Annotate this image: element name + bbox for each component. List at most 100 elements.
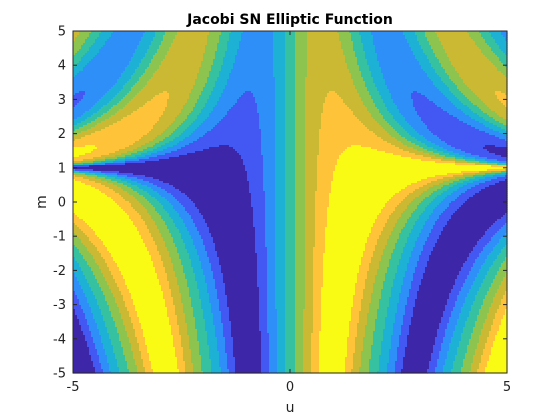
contour-cell xyxy=(73,95,84,98)
contour-cell xyxy=(229,309,260,312)
contour-cell xyxy=(151,257,162,260)
contour-cell xyxy=(177,317,186,320)
contour-cell xyxy=(197,337,208,340)
contour-cell xyxy=(261,359,270,362)
contour-cell xyxy=(153,189,166,192)
contour-cell xyxy=(497,69,508,72)
contour-cell xyxy=(391,343,400,346)
contour-cell xyxy=(189,255,200,258)
contour-cell xyxy=(295,39,308,42)
contour-cell xyxy=(123,209,136,212)
contour-cell xyxy=(375,275,386,278)
contour-cell xyxy=(317,157,340,160)
contour-cell xyxy=(185,247,196,250)
contour-cell xyxy=(159,281,170,284)
contour-cell xyxy=(463,111,474,114)
contour-cell xyxy=(307,37,340,40)
contour-cell xyxy=(155,71,200,74)
contour-cell xyxy=(467,275,478,278)
contour-cell xyxy=(323,261,362,264)
contour-cell xyxy=(153,97,170,100)
contour-cell xyxy=(275,265,286,268)
contour-cell xyxy=(91,241,104,244)
contour-cell xyxy=(277,309,286,312)
contour-cell xyxy=(123,189,134,192)
contour-cell xyxy=(73,65,76,68)
contour-cell xyxy=(75,53,86,56)
contour-cell xyxy=(395,361,404,364)
contour-cell xyxy=(87,223,134,226)
contour-cell xyxy=(103,343,112,346)
contour-cell xyxy=(131,187,140,190)
contour-cell xyxy=(81,115,92,118)
contour-cell xyxy=(317,189,332,192)
contour-cell xyxy=(199,257,210,260)
contour-cell xyxy=(457,277,468,280)
contour-cell xyxy=(227,43,240,46)
contour-cell xyxy=(137,147,148,150)
contour-cell xyxy=(483,325,492,328)
contour-cell xyxy=(501,237,508,240)
contour-cell xyxy=(191,237,202,240)
contour-cell xyxy=(193,243,204,246)
contour-cell xyxy=(357,89,368,92)
contour-cell xyxy=(369,361,380,364)
contour-cell xyxy=(133,303,166,306)
contour-cell xyxy=(323,255,364,258)
contour-cell xyxy=(489,59,500,62)
contour-cell xyxy=(423,227,434,230)
contour-cell xyxy=(307,51,344,54)
contour-cell xyxy=(411,157,432,160)
contour-cell xyxy=(285,159,296,162)
contour-cell xyxy=(483,123,494,126)
contour-cell xyxy=(261,141,276,144)
contour-cell xyxy=(467,199,508,202)
contour-cell xyxy=(495,335,508,338)
contour-cell xyxy=(217,345,226,348)
contour-cell xyxy=(99,333,110,336)
contour-cell xyxy=(393,281,404,284)
contour-cell xyxy=(503,277,508,280)
contour-cell xyxy=(477,105,488,108)
contour-cell xyxy=(165,153,188,156)
contour-cell xyxy=(305,125,322,128)
contour-cell xyxy=(191,91,202,94)
contour-cell xyxy=(379,63,420,66)
contour-cell xyxy=(137,185,148,188)
contour-cell xyxy=(199,341,208,344)
contour-cell xyxy=(151,259,162,262)
contour-cell xyxy=(73,103,78,106)
contour-cell xyxy=(447,55,486,58)
contour-cell xyxy=(285,259,296,262)
contour-cell xyxy=(339,37,352,40)
contour-cell xyxy=(81,161,94,164)
contour-cell xyxy=(275,151,286,154)
contour-cell xyxy=(435,175,454,178)
contour-cell xyxy=(121,89,132,92)
contour-cell xyxy=(199,351,210,354)
contour-cell xyxy=(391,97,412,100)
contour-cell xyxy=(307,61,346,64)
contour-cell xyxy=(285,347,296,350)
contour-cell xyxy=(167,309,176,312)
contour-cell xyxy=(269,343,278,346)
contour-cell xyxy=(305,127,322,130)
contour-cell xyxy=(443,227,490,230)
contour-cell xyxy=(207,331,216,334)
contour-cell xyxy=(171,329,180,332)
contour-cell xyxy=(347,105,366,108)
contour-cell xyxy=(219,39,230,42)
contour-cell xyxy=(321,315,352,318)
contour-cell xyxy=(163,205,174,208)
contour-cell xyxy=(295,85,306,88)
contour-cell xyxy=(147,101,168,104)
contour-cell xyxy=(401,135,412,138)
contour-cell xyxy=(229,75,274,78)
contour-cell xyxy=(493,235,504,238)
contour-cell xyxy=(115,353,124,356)
contour-cell xyxy=(79,71,124,74)
contour-cell xyxy=(119,193,130,196)
contour-cell xyxy=(207,285,216,288)
contour-cell xyxy=(387,141,402,144)
contour-cell xyxy=(253,207,266,210)
